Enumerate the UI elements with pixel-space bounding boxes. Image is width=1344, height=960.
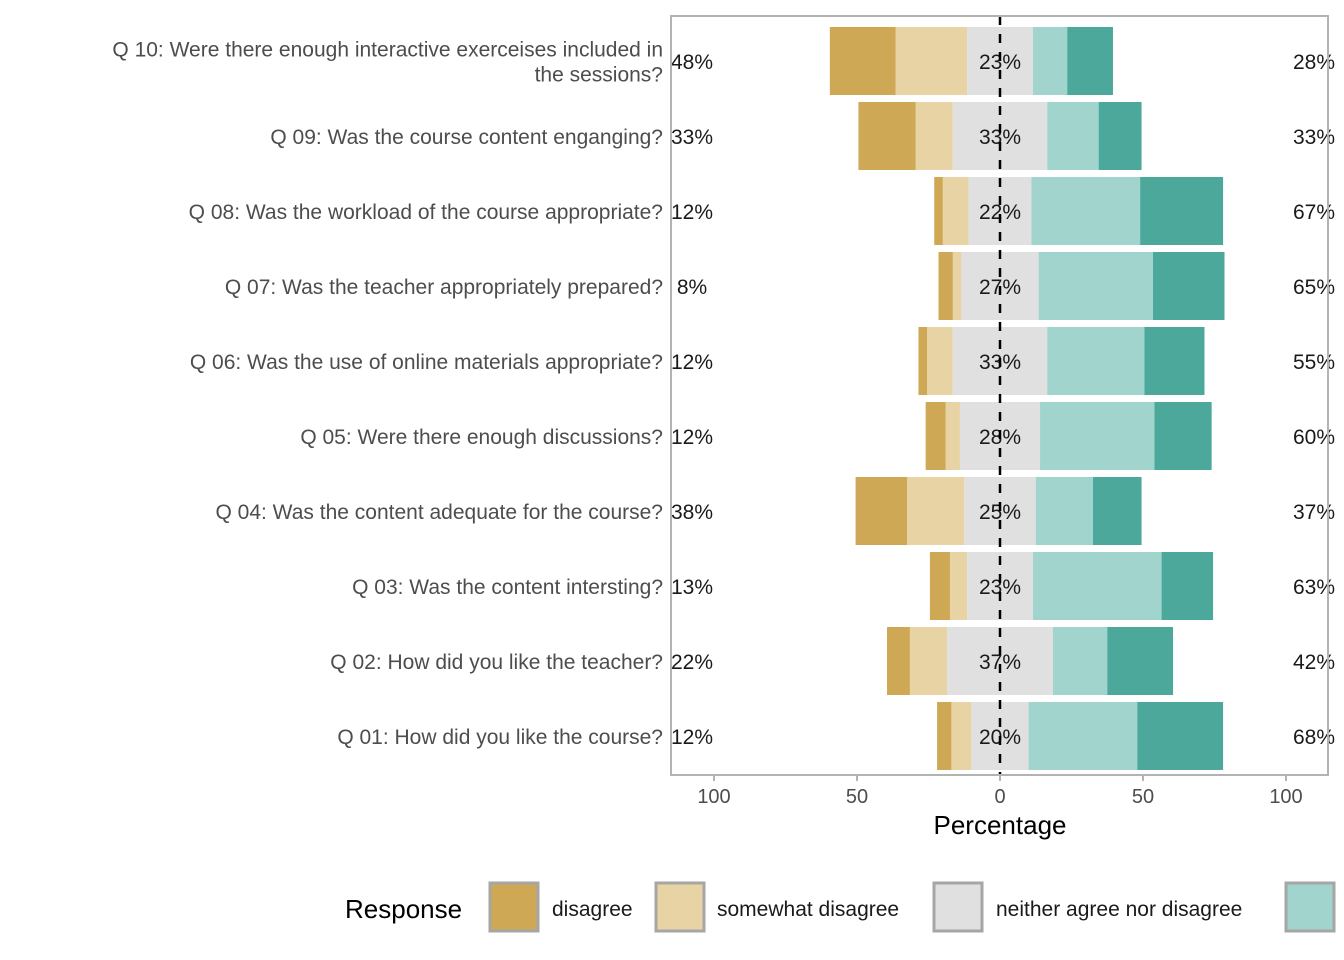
bar-agree — [1107, 627, 1174, 695]
legend: Response disagree somewhat disagree neithe… — [345, 881, 1336, 933]
bar-agree — [1161, 552, 1214, 620]
bar-somewhat-disagree — [907, 477, 965, 545]
bar-disagree — [829, 27, 896, 95]
bar-somewhat-agree — [1028, 702, 1138, 770]
bar-somewhat-disagree — [942, 177, 969, 245]
right-percent-label: 37% — [1293, 501, 1335, 524]
legend-swatch — [932, 881, 984, 933]
bar-agree — [1154, 402, 1212, 470]
left-percent-label: 12% — [671, 351, 713, 374]
question-label: Q 02: How did you like the teacher? — [330, 651, 663, 674]
right-percent-label: 67% — [1293, 201, 1335, 224]
bar-somewhat-agree — [1035, 477, 1093, 545]
bar-somewhat-disagree — [949, 552, 968, 620]
bar-somewhat-agree — [1032, 552, 1162, 620]
left-percent-label: 38% — [671, 501, 713, 524]
legend-label: neither agree nor disagree — [996, 898, 1242, 921]
bar-agree — [1092, 477, 1142, 545]
bar-agree — [1140, 177, 1224, 245]
bar-disagree — [925, 402, 946, 470]
bar-disagree — [918, 327, 928, 395]
bar-somewhat-disagree — [909, 627, 948, 695]
question-label: Q 09: Was the course content enganging? — [270, 126, 663, 149]
center-percent-label: 23% — [979, 51, 1021, 74]
bar-somewhat-disagree — [915, 102, 953, 170]
bar-disagree — [855, 477, 908, 545]
right-percent-label: 55% — [1293, 351, 1335, 374]
bar-somewhat-agree — [1031, 177, 1141, 245]
left-percent-label: 33% — [671, 126, 713, 149]
center-percent-label: 37% — [979, 651, 1021, 674]
x-axis-title: Percentage — [934, 810, 1067, 840]
bar-disagree — [887, 627, 910, 695]
question-label: Q 08: Was the workload of the course app… — [189, 201, 663, 224]
bar-agree — [1137, 702, 1224, 770]
left-percent-label: 48% — [671, 51, 713, 74]
right-percent-label: 63% — [1293, 576, 1335, 599]
right-percent-label: 60% — [1293, 426, 1335, 449]
question-label: Q 03: Was the content intersting? — [352, 576, 663, 599]
bar-agree — [1067, 27, 1113, 95]
question-label: Q 04: Was the content adequate for the c… — [215, 501, 663, 524]
bar-disagree — [938, 252, 953, 320]
left-percent-label: 12% — [671, 201, 713, 224]
center-percent-label: 22% — [979, 201, 1021, 224]
bar-somewhat-agree — [1052, 627, 1108, 695]
bar-somewhat-agree — [1047, 327, 1145, 395]
question-label: Q 01: How did you like the course? — [337, 726, 663, 749]
center-percent-label: 33% — [979, 126, 1021, 149]
x-tick-label: 100 — [1269, 786, 1302, 808]
question-label: Q 05: Were there enough discussions? — [300, 426, 663, 449]
question-label: Q 07: Was the teacher appropriately prep… — [225, 276, 663, 299]
legend-swatch — [1284, 881, 1336, 933]
right-percent-label: 68% — [1293, 726, 1335, 749]
bar-agree — [1098, 102, 1142, 170]
legend-swatch — [488, 881, 540, 933]
bar-disagree — [934, 177, 943, 245]
x-tick-label: 0 — [994, 786, 1005, 808]
bar-somewhat-disagree — [927, 327, 953, 395]
bar-somewhat-disagree — [951, 702, 972, 770]
bar-somewhat-disagree — [952, 252, 962, 320]
bar-somewhat-agree — [1040, 402, 1155, 470]
legend-title: Response — [345, 894, 462, 924]
right-percent-label: 42% — [1293, 651, 1335, 674]
legend-swatch — [654, 881, 706, 933]
left-percent-label: 13% — [671, 576, 713, 599]
left-percent-label: 12% — [671, 726, 713, 749]
question-label: Q 06: Was the use of online materials ap… — [190, 351, 663, 374]
bar-agree — [1144, 327, 1205, 395]
plot-area: 48% 23% 28% Q 10: Were there enough interac… — [112, 16, 1335, 775]
bar-somewhat-agree — [1038, 252, 1154, 320]
bar-somewhat-disagree — [895, 27, 968, 95]
question-label: Q 10: Were there enough interactive exer… — [112, 39, 663, 87]
bar-somewhat-agree — [1032, 27, 1068, 95]
left-percent-label: 8% — [677, 276, 707, 299]
x-tick-label: 50 — [846, 786, 868, 808]
center-percent-label: 23% — [979, 576, 1021, 599]
center-percent-label: 25% — [979, 501, 1021, 524]
left-percent-label: 12% — [671, 426, 713, 449]
bar-somewhat-agree — [1047, 102, 1099, 170]
legend-label: somewhat disagree — [717, 898, 899, 921]
right-percent-label: 28% — [1293, 51, 1335, 74]
x-tick-label: 50 — [1132, 786, 1154, 808]
right-percent-label: 65% — [1293, 276, 1335, 299]
x-tick-label: 100 — [697, 786, 730, 808]
bar-disagree — [937, 702, 952, 770]
bar-somewhat-disagree — [945, 402, 960, 470]
right-percent-label: 33% — [1293, 126, 1335, 149]
bar-disagree — [858, 102, 916, 170]
legend-label: disagree — [552, 898, 633, 921]
bar-agree — [1153, 252, 1225, 320]
bar-disagree — [929, 552, 950, 620]
x-axis: 100 50 0 50 100 — [697, 775, 1303, 808]
left-percent-label: 22% — [671, 651, 713, 674]
